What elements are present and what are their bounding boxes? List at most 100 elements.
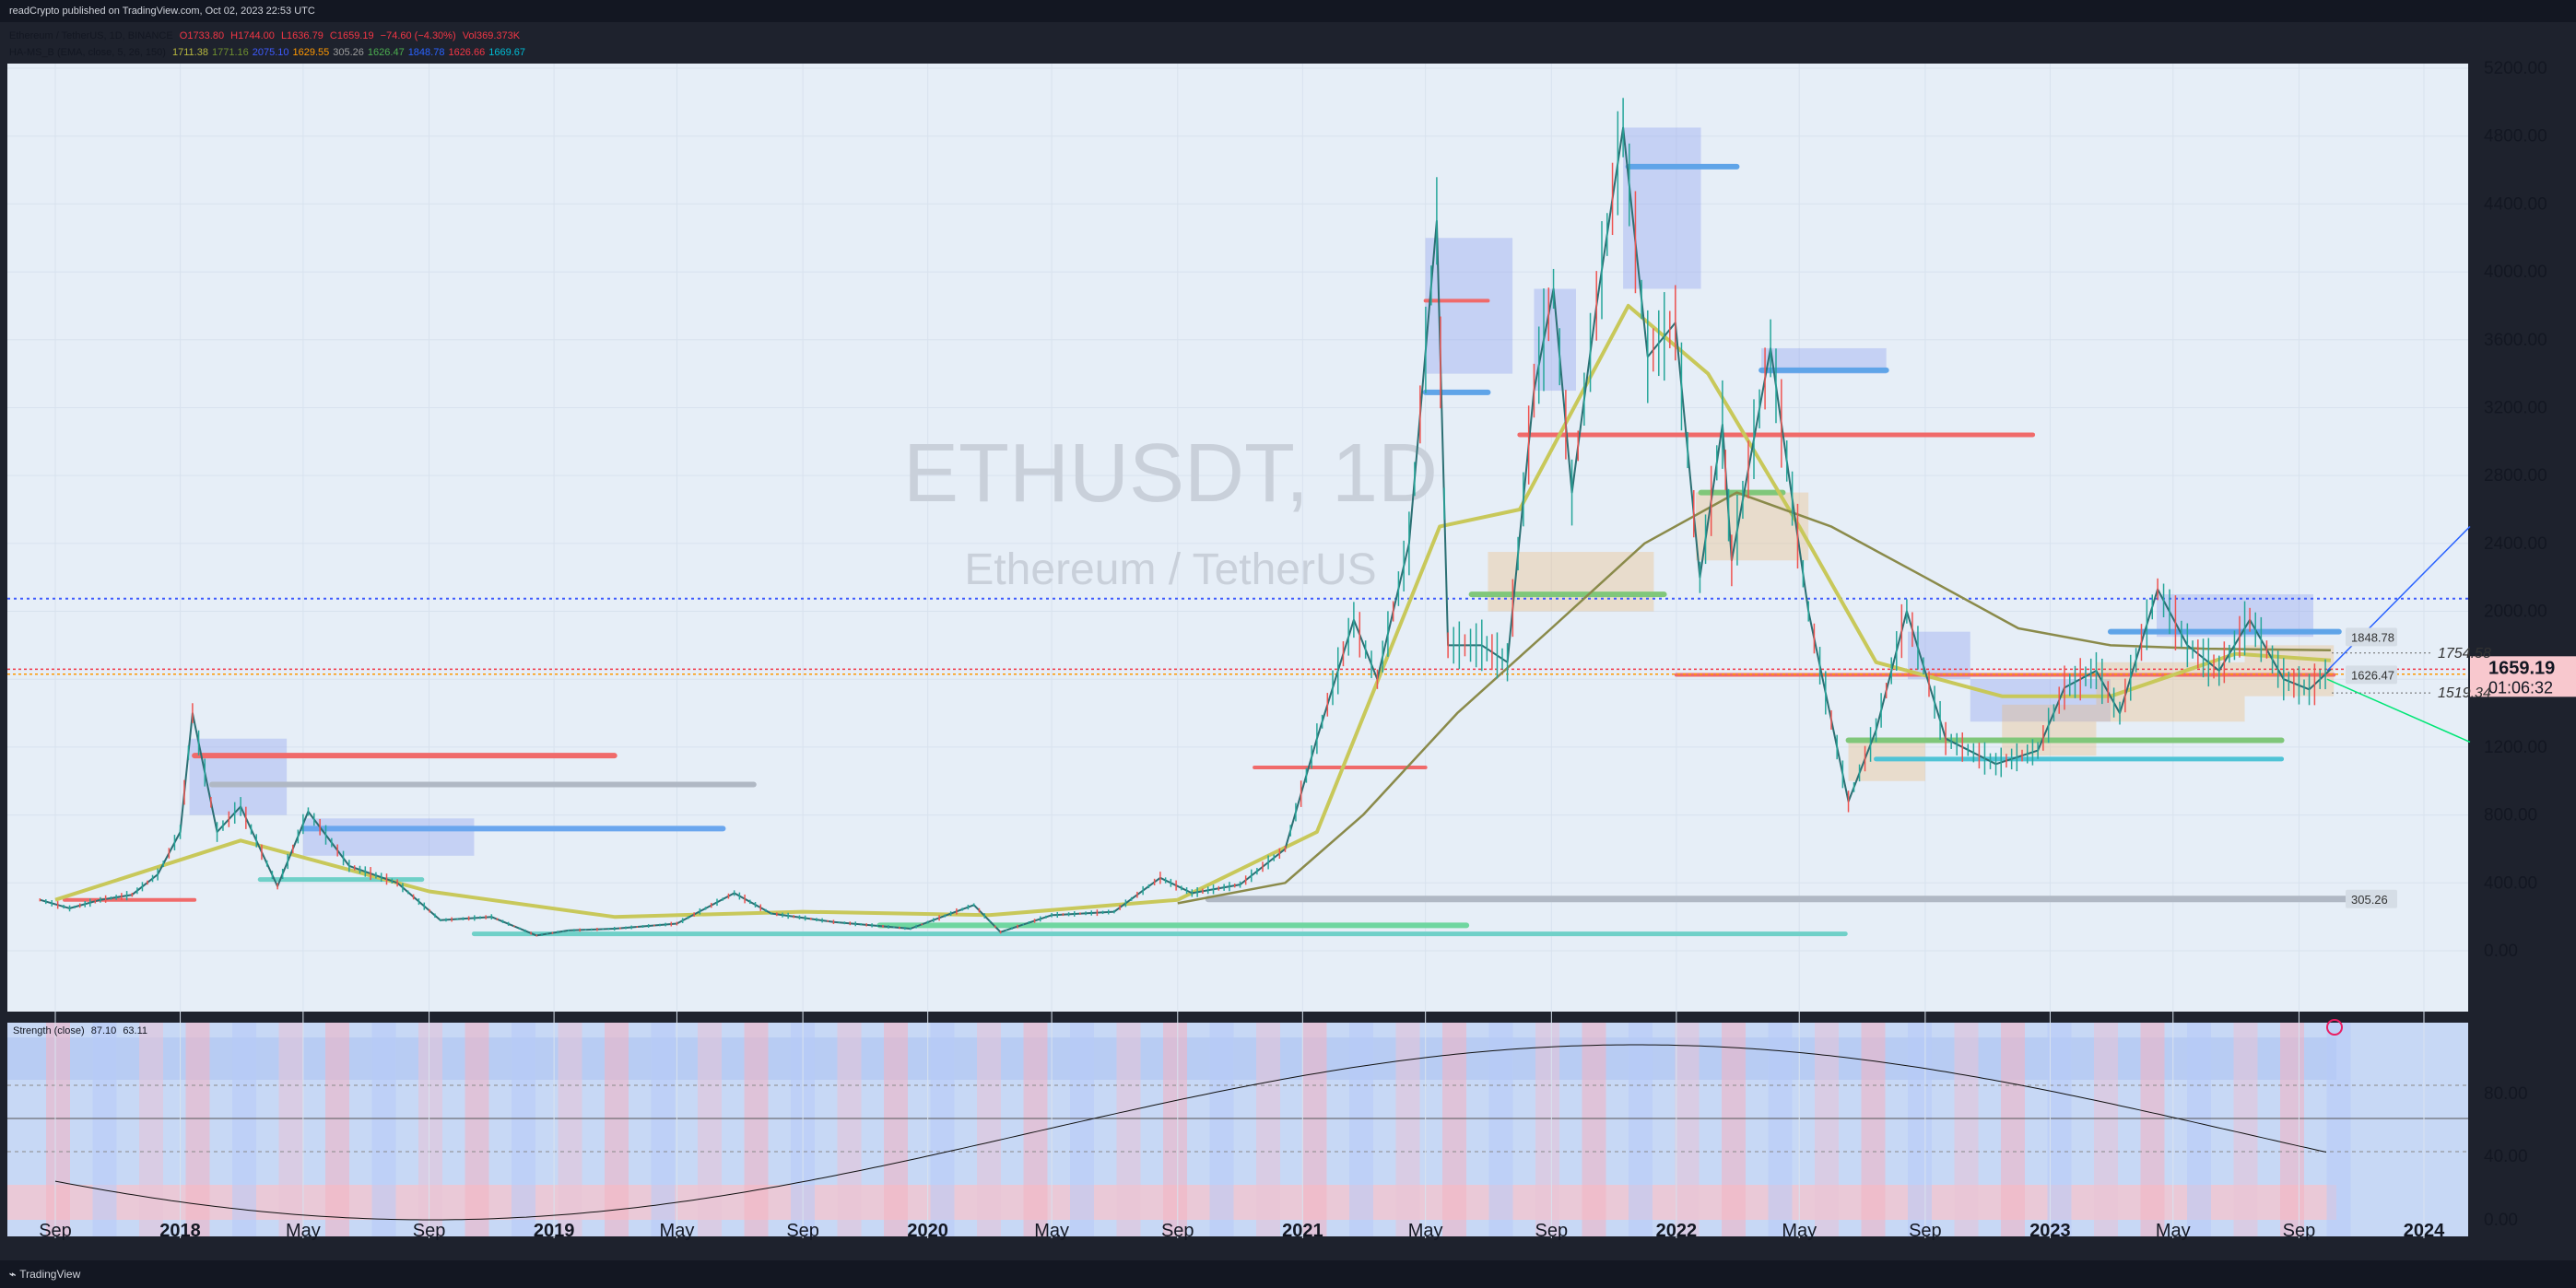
strength-band (2140, 1023, 2165, 1236)
strength-band (1815, 1023, 1839, 1236)
watermark: ETHUSDT, 1D Ethereum / TetherUS (903, 427, 1438, 594)
strength-band (139, 1023, 163, 1236)
high-value: H1744.00 (230, 30, 275, 41)
x-tick-label: 2024 (2404, 1221, 2445, 1241)
volume-value: Vol369.373K (462, 30, 521, 41)
strength-band (558, 1023, 582, 1236)
level-label: 1519.34 (2438, 685, 2491, 701)
series-lines (39, 98, 2332, 937)
ema-step-line (1177, 491, 2331, 905)
box-label-bg (2346, 665, 2397, 685)
change-value: −74.60 (−4.30%) (380, 30, 456, 41)
strength-band (2187, 1023, 2211, 1236)
strength-band (698, 1023, 722, 1236)
x-tick-label: May (2156, 1221, 2191, 1241)
y-tick-label: 5200.00 (2484, 59, 2547, 78)
strength-tick-label: 40.00 (2484, 1147, 2528, 1166)
strength-band (1908, 1023, 1932, 1236)
x-tick-label: May (660, 1221, 695, 1241)
strength-band (2233, 1023, 2258, 1236)
strength-band (1722, 1023, 1746, 1236)
strength-pane-background (7, 1023, 2468, 1236)
x-tick-label: Sep (2283, 1221, 2316, 1241)
price-badge-price: 1659.19 (2488, 658, 2555, 678)
strength-band (1302, 1023, 1327, 1236)
y-tick-label: 400.00 (2484, 873, 2537, 893)
price-axis[interactable]: 5200.00 4800.00 4400.00 4000.00 3600.00 3200.… (2484, 59, 2547, 1230)
y-tick-label: 4800.00 (2484, 127, 2547, 146)
strength-band (325, 1023, 349, 1236)
strength-band (744, 1023, 769, 1236)
strength-band (2326, 1023, 2351, 1236)
price-badge-countdown: 01:06:32 (2488, 678, 2553, 697)
y-tick-label: 1200.00 (2484, 738, 2547, 757)
box-label-bg (2346, 889, 2397, 908)
strength-band (1954, 1023, 1979, 1236)
strength-band (1488, 1023, 1513, 1236)
strength-line (54, 1044, 2327, 1221)
indicator-value: 2075.10 (252, 47, 289, 58)
strength-band (92, 1023, 117, 1236)
x-tick-label: May (286, 1221, 321, 1241)
level-label: 1754.58 (2438, 646, 2491, 662)
x-tick-label: 2020 (907, 1221, 948, 1241)
watermark-symbol: ETHUSDT, 1D (903, 427, 1438, 520)
symbol-legend: Ethereum / TetherUS, 1D, BINANCE O1733.8… (9, 30, 523, 41)
time-axis[interactable]: Sep 2018 May Sep 2019 May Sep 2020 May Sep 2021 May… (39, 1221, 2445, 1241)
x-tick-label: May (1408, 1221, 1443, 1241)
chart-background (7, 64, 2468, 1012)
y-tick-label: 800.00 (2484, 806, 2537, 825)
footer-text: TradingView (19, 1268, 81, 1281)
x-tick-label: Sep (39, 1221, 72, 1241)
box-zone (1970, 679, 2111, 722)
strength-band (930, 1023, 955, 1236)
strength-band (1209, 1023, 1234, 1236)
x-tick-label: 2019 (534, 1221, 575, 1241)
watermark-name: Ethereum / TetherUS (964, 545, 1376, 594)
chart-area[interactable]: ETHUSDT, 1D Ethereum / TetherUS 5200.00 4… (0, 22, 2576, 1260)
strength-band (371, 1023, 396, 1236)
strength-band (1861, 1023, 1886, 1236)
symbol-name: Ethereum / TetherUS, 1D, BINANCE (9, 30, 173, 41)
strength-band (1442, 1023, 1466, 1236)
close-value: C1659.19 (329, 30, 374, 41)
strength-band (2280, 1023, 2304, 1236)
strength-band (1116, 1023, 1141, 1236)
y-tick-label: 4400.00 (2484, 194, 2547, 214)
indicator-value: 1669.67 (488, 47, 525, 58)
x-tick-label: 2023 (2029, 1221, 2071, 1241)
box-zone (189, 738, 288, 815)
strength-band (2094, 1023, 2118, 1236)
strength-band (1675, 1023, 1700, 1236)
low-value: L1636.79 (280, 30, 323, 41)
grid-lines (7, 64, 2468, 1238)
indicator-value: 1848.78 (407, 47, 445, 58)
open-value: O1733.80 (179, 30, 225, 41)
indicator-values: 1711.38 1771.16 2075.10 1629.55 305.26 1626.4… (172, 47, 529, 58)
box-zone (302, 818, 475, 856)
strength-tick-label: 80.00 (2484, 1084, 2528, 1104)
x-tick-label: 2022 (1656, 1221, 1698, 1241)
x-tick-label: Sep (1161, 1221, 1194, 1241)
strength-band (2001, 1023, 2025, 1236)
strength-band (1349, 1023, 1373, 1236)
box-label: 305.26 (2351, 893, 2388, 907)
strength-band (977, 1023, 1001, 1236)
box-label: 1848.78 (2351, 630, 2394, 644)
x-tick-label: 2021 (1282, 1221, 1323, 1241)
published-header: readCrypto published on TradingView.com,… (0, 0, 2576, 22)
box-label-bg (2346, 627, 2397, 647)
strength-band (605, 1023, 629, 1236)
strength-value-2: 63.11 (123, 1025, 148, 1036)
y-tick-label: 2000.00 (2484, 603, 2547, 622)
strength-band (651, 1023, 676, 1236)
strength-value-1: 87.10 (90, 1025, 117, 1036)
strength-band (884, 1023, 908, 1236)
strength-band (1070, 1023, 1094, 1236)
strength-band (837, 1023, 862, 1236)
x-tick-label: May (1034, 1221, 1069, 1241)
x-tick-label: Sep (1535, 1221, 1569, 1241)
y-tick-label: 2800.00 (2484, 466, 2547, 486)
y-tick-label: 0.00 (2484, 942, 2518, 961)
strength-band (465, 1023, 489, 1236)
